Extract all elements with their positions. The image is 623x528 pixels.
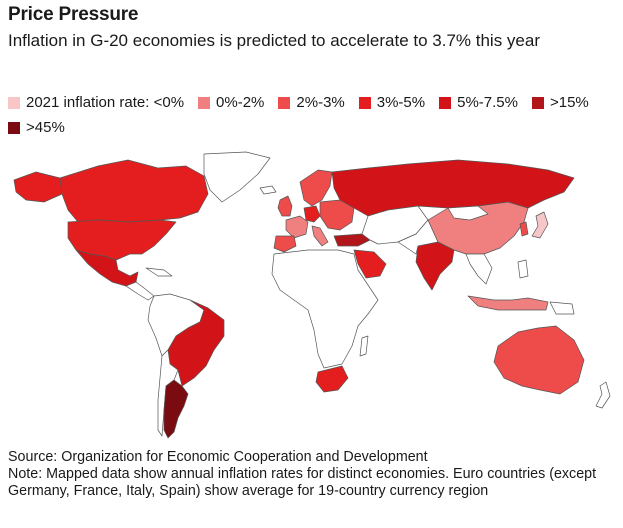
legend-label: 5%-7.5% (457, 94, 518, 111)
region-india (415, 241, 455, 291)
map-legend: 2021 inflation rate: <0% 0%-2% 2%-3% 3%-… (8, 93, 618, 137)
legend-item-5-7-5: 5%-7.5% (439, 93, 518, 112)
region-south-korea (519, 221, 529, 237)
world-map (8, 150, 618, 440)
legend-swatch (531, 96, 544, 109)
region-united-kingdom (277, 195, 293, 217)
region-italy (311, 225, 329, 247)
chart-title: Price Pressure (8, 4, 139, 25)
central-america (125, 281, 155, 301)
legend-item-below-0: 2021 inflation rate: <0% (8, 93, 184, 112)
africa (271, 249, 379, 369)
region-indonesia (467, 295, 549, 311)
legend-item-3-5: 3%-5% (358, 93, 426, 112)
region-canada (59, 159, 209, 223)
region-japan (531, 211, 549, 239)
philippines (517, 259, 529, 279)
region-germany (303, 205, 321, 223)
region-brazil (167, 299, 225, 387)
region-scandinavia (299, 169, 333, 207)
footnote: Note: Mapped data show annual inflation … (8, 466, 597, 499)
legend-swatch (439, 96, 452, 109)
caribbean (145, 267, 173, 277)
legend-swatch (198, 96, 211, 109)
legend-item-0-2: 0%-2% (198, 93, 264, 112)
legend-label: >45% (26, 119, 65, 136)
region-mexico (75, 249, 139, 287)
legend-item-above-45: >45% (8, 118, 65, 137)
region-saudi-arabia (353, 249, 387, 279)
legend-label: 2021 inflation rate: <0% (26, 94, 185, 111)
iceland (259, 185, 277, 195)
legend-label: >15% (549, 94, 589, 111)
region-alaska (13, 171, 63, 203)
legend-label: 2%-3% (296, 94, 345, 111)
chart-subtitle: Inflation in G-20 economies is predicted… (8, 31, 541, 50)
legend-swatch (278, 96, 291, 109)
legend-item-2-3: 2%-3% (278, 93, 345, 112)
mongolia (447, 205, 489, 221)
legend-swatch (358, 96, 371, 109)
greenland (203, 151, 271, 203)
world-map-svg (13, 151, 611, 439)
legend-label: 0%-2% (216, 94, 265, 111)
papua-new-guinea (549, 301, 575, 315)
legend-label: 3%-5% (376, 94, 426, 111)
region-south-africa (315, 365, 349, 393)
region-spain (273, 235, 297, 253)
region-argentina (163, 379, 189, 439)
region-turkey (333, 233, 371, 247)
southeast-asia (465, 253, 493, 285)
source-note: Source: Organization for Economic Cooper… (8, 449, 428, 465)
legend-item-above-15: >15% (531, 93, 589, 112)
region-australia (493, 325, 585, 395)
legend-swatch (8, 96, 20, 109)
madagascar (359, 335, 369, 357)
new-zealand (595, 381, 611, 409)
region-france (285, 215, 309, 239)
map-footer: Source: Organization for Economic Cooper… (8, 449, 616, 500)
legend-swatch (8, 121, 20, 134)
